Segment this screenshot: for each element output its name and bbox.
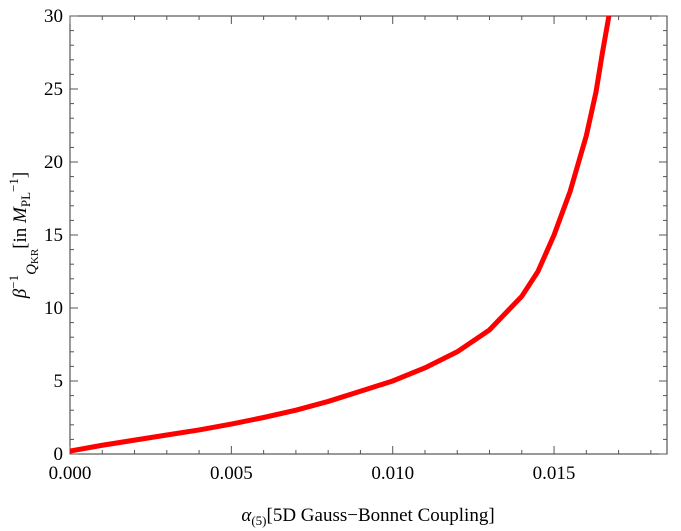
y-axis-unit-superscript: −1 — [6, 178, 21, 192]
y-axis-superscript: −1 — [6, 275, 21, 289]
y-tick-label: 20 — [44, 152, 63, 173]
y-axis-title: β−1QKR[in MPL−1] — [6, 172, 41, 299]
x-axis-title: α(5)[5D Gauss−Bonnet Coupling] — [241, 505, 494, 528]
y-axis-subsubscript: KR — [29, 248, 41, 264]
series-layer — [69, 15, 612, 454]
y-tick-label: 0 — [54, 444, 64, 465]
y-tick-label: 15 — [44, 225, 63, 246]
y-axis-subscript: Q — [24, 264, 40, 275]
x-tick-label: 0.015 — [533, 463, 576, 484]
y-axis-unit: M — [10, 206, 31, 224]
y-axis-unit-subscript: PL — [18, 192, 33, 207]
y-axis-symbol: β — [10, 288, 31, 299]
series-line — [69, 15, 612, 454]
y-tick-label: 5 — [54, 371, 64, 392]
x-tick-label: 0.010 — [371, 463, 414, 484]
tick-layer: 0.000 0.005 0.010 0.015 0 5 10 15 20 25 30 — [44, 6, 667, 484]
x-tick-label: 0.005 — [210, 463, 253, 484]
y-tick-label: 10 — [44, 298, 63, 319]
y-axis-text-start: [in — [10, 223, 31, 249]
x-tick-label: 0.000 — [49, 463, 92, 484]
x-axis-subscript: (5) — [251, 513, 266, 528]
y-tick-label: 25 — [44, 79, 63, 100]
x-axis-symbol: α — [241, 505, 252, 526]
x-axis-text: [5D Gauss−Bonnet Coupling] — [267, 505, 495, 526]
y-axis-text-end: ] — [10, 172, 31, 178]
y-tick-label: 30 — [44, 6, 63, 27]
